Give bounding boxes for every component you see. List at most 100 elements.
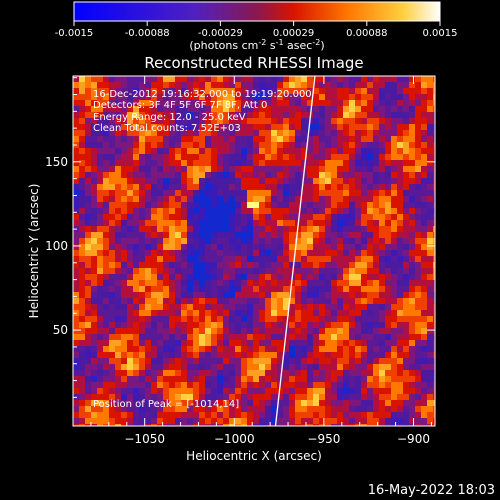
heatmap-cell bbox=[349, 82, 355, 88]
heatmap-cell bbox=[181, 178, 187, 184]
heatmap-cell bbox=[331, 292, 337, 298]
heatmap-cell bbox=[121, 226, 127, 232]
heatmap-cell bbox=[283, 280, 289, 286]
heatmap-cell bbox=[379, 292, 385, 298]
heatmap-cell bbox=[403, 400, 409, 406]
heatmap-cell bbox=[181, 388, 187, 394]
heatmap-cell bbox=[409, 190, 415, 196]
heatmap-cell bbox=[349, 88, 355, 94]
heatmap-cell bbox=[193, 274, 199, 280]
heatmap-cell bbox=[199, 280, 205, 286]
heatmap-cell bbox=[163, 394, 169, 400]
heatmap-cell bbox=[157, 94, 163, 100]
heatmap-cell bbox=[355, 394, 361, 400]
heatmap-cell bbox=[295, 208, 301, 214]
heatmap-cell bbox=[415, 202, 421, 208]
heatmap-cell bbox=[349, 184, 355, 190]
heatmap-cell bbox=[253, 190, 259, 196]
heatmap-cell bbox=[415, 94, 421, 100]
heatmap-cell bbox=[253, 112, 259, 118]
heatmap-cell bbox=[205, 184, 211, 190]
heatmap-cell bbox=[379, 112, 385, 118]
heatmap-cell bbox=[301, 142, 307, 148]
heatmap-cell bbox=[127, 184, 133, 190]
heatmap-cell bbox=[145, 130, 151, 136]
heatmap-cell bbox=[337, 298, 343, 304]
heatmap-cell bbox=[181, 322, 187, 328]
heatmap-cell bbox=[85, 154, 91, 160]
heatmap-cell bbox=[433, 382, 435, 388]
heatmap-cell bbox=[211, 412, 217, 418]
heatmap-cell bbox=[421, 382, 427, 388]
heatmap-cell bbox=[427, 82, 433, 88]
heatmap-cell bbox=[181, 130, 187, 136]
heatmap-cell bbox=[361, 424, 367, 426]
heatmap-cell bbox=[373, 244, 379, 250]
heatmap-cell bbox=[271, 244, 277, 250]
heatmap-cell bbox=[157, 124, 163, 130]
heatmap-cell bbox=[193, 394, 199, 400]
heatmap-cell bbox=[295, 280, 301, 286]
heatmap-cell bbox=[85, 202, 91, 208]
heatmap-cell bbox=[415, 286, 421, 292]
heatmap-cell bbox=[235, 406, 241, 412]
heatmap-cell bbox=[403, 112, 409, 118]
heatmap-cell bbox=[403, 142, 409, 148]
heatmap-cell bbox=[433, 88, 435, 94]
heatmap-cell bbox=[109, 400, 115, 406]
heatmap-cell bbox=[379, 304, 385, 310]
heatmap-cell bbox=[91, 118, 97, 124]
heatmap-cell bbox=[325, 382, 331, 388]
heatmap-cell bbox=[349, 76, 355, 82]
heatmap-cell bbox=[301, 124, 307, 130]
heatmap-cell bbox=[73, 124, 79, 130]
heatmap-cell bbox=[103, 172, 109, 178]
heatmap-cell bbox=[247, 322, 253, 328]
heatmap-cell bbox=[97, 112, 103, 118]
heatmap-cell bbox=[367, 370, 373, 376]
heatmap-cell bbox=[115, 172, 121, 178]
heatmap-cell bbox=[265, 94, 271, 100]
heatmap-cell bbox=[319, 256, 325, 262]
heatmap-cell bbox=[391, 310, 397, 316]
heatmap-cell bbox=[199, 304, 205, 310]
heatmap-cell bbox=[313, 280, 319, 286]
heatmap-cell bbox=[397, 142, 403, 148]
heatmap-cell bbox=[421, 166, 427, 172]
heatmap-cell bbox=[307, 202, 313, 208]
heatmap-cell bbox=[91, 226, 97, 232]
heatmap-cell bbox=[169, 130, 175, 136]
heatmap-cell bbox=[379, 382, 385, 388]
heatmap-cell bbox=[367, 136, 373, 142]
heatmap-cell bbox=[247, 280, 253, 286]
heatmap-cell bbox=[409, 148, 415, 154]
heatmap-cell bbox=[385, 250, 391, 256]
heatmap-cell bbox=[247, 94, 253, 100]
heatmap-cell bbox=[229, 286, 235, 292]
heatmap-cell bbox=[265, 310, 271, 316]
heatmap-cell bbox=[433, 220, 435, 226]
heatmap-cell bbox=[361, 160, 367, 166]
heatmap-cell bbox=[427, 256, 433, 262]
heatmap-cell bbox=[367, 142, 373, 148]
heatmap-cell bbox=[271, 358, 277, 364]
heatmap-cell bbox=[337, 88, 343, 94]
heatmap-cell bbox=[235, 358, 241, 364]
heatmap-cell bbox=[331, 286, 337, 292]
heatmap-cell bbox=[229, 160, 235, 166]
heatmap-cell bbox=[415, 418, 421, 424]
heatmap-cell bbox=[319, 100, 325, 106]
heatmap-cell bbox=[289, 394, 295, 400]
heatmap-cell bbox=[421, 118, 427, 124]
heatmap-cell bbox=[349, 304, 355, 310]
heatmap-cell bbox=[157, 262, 163, 268]
heatmap-cell bbox=[115, 112, 121, 118]
heatmap-cell bbox=[169, 340, 175, 346]
heatmap-cell bbox=[403, 130, 409, 136]
heatmap-cell bbox=[97, 322, 103, 328]
heatmap-cell bbox=[217, 166, 223, 172]
heatmap-cell bbox=[289, 166, 295, 172]
heatmap-cell bbox=[361, 244, 367, 250]
heatmap-cell bbox=[379, 370, 385, 376]
heatmap-cell bbox=[247, 238, 253, 244]
